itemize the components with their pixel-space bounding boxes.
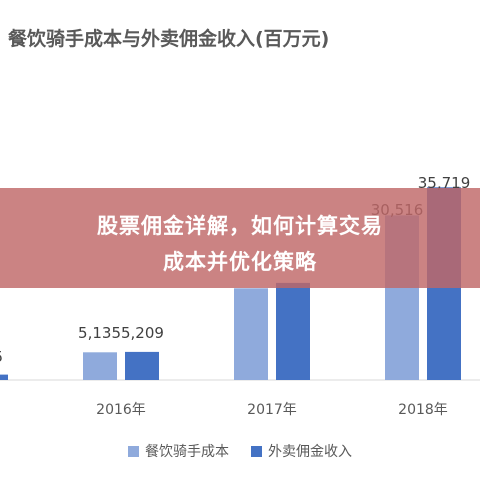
- x-tick-label: 2017年: [247, 402, 297, 418]
- legend-swatch: [251, 445, 262, 457]
- x-tick-label: 2018年: [398, 402, 448, 418]
- overlay-banner: [0, 188, 480, 288]
- legend-swatch: [128, 445, 139, 457]
- data-label: 35,719: [418, 174, 471, 192]
- bar-s1-c0: [0, 374, 8, 380]
- legend-label: 餐饮骑手成本: [145, 444, 229, 460]
- legend-item-rider-cost: 餐饮骑手成本: [128, 441, 229, 461]
- bar-s1-c1: [125, 351, 159, 380]
- legend-label: 外卖佣金收入: [268, 444, 352, 460]
- overlay-title-line-1: 股票佣金详解，如何计算交易: [97, 214, 383, 238]
- chart-title: 餐饮骑手成本与外卖佣金收入(百万元): [8, 28, 330, 50]
- overlay-title-line-2: 成本并优化策略: [163, 250, 317, 274]
- bar-s0-c1: [83, 352, 117, 380]
- bar-s0-c2: [234, 288, 268, 380]
- data-label: 5,1355,209: [78, 324, 164, 342]
- chart-legend: 餐饮骑手成本 外卖佣金收入: [0, 441, 480, 461]
- x-tick-label: 2016年: [96, 402, 146, 418]
- bar-s1-c2: [276, 282, 310, 380]
- data-label: 5: [0, 348, 3, 366]
- legend-item-commission-income: 外卖佣金收入: [251, 441, 352, 461]
